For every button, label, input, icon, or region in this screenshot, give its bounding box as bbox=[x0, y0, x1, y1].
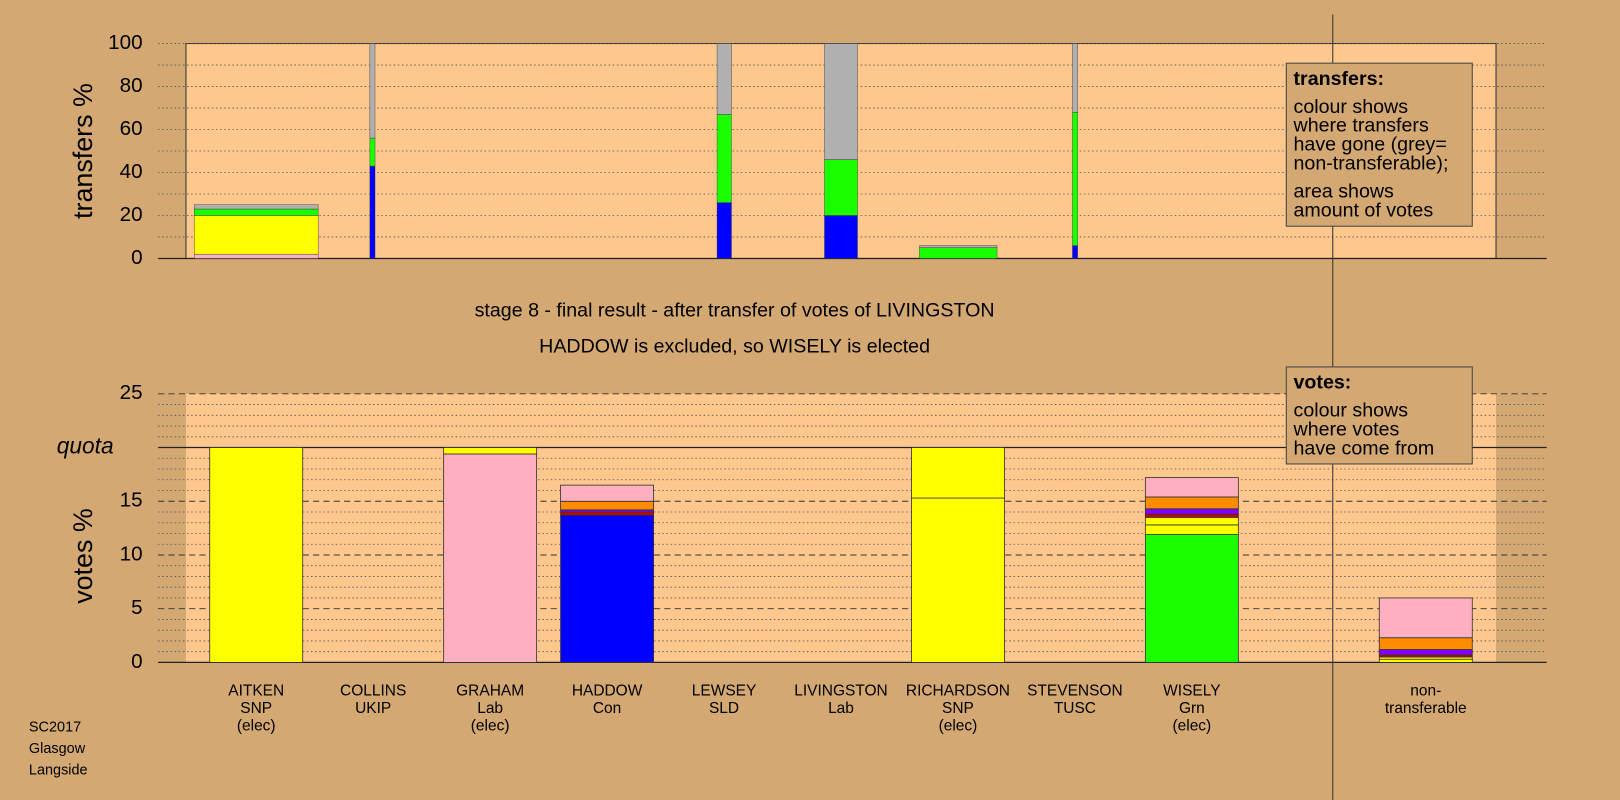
bar-segment bbox=[1144, 513, 1239, 518]
x-tick-label: RICHARDSON bbox=[906, 682, 1010, 699]
bar-segment bbox=[1378, 658, 1473, 663]
footer-text: Glasgow bbox=[29, 741, 86, 757]
x-tick-label: WISELY bbox=[1163, 682, 1220, 699]
footer-text: SC2017 bbox=[29, 719, 81, 735]
y-tick-label: 80 bbox=[120, 74, 143, 97]
legend-text: amount of votes bbox=[1294, 200, 1434, 222]
bar-segment bbox=[824, 215, 858, 259]
x-tick-label: (elec) bbox=[471, 718, 510, 735]
bar-segment bbox=[560, 500, 654, 511]
y-tick-label: 60 bbox=[120, 117, 143, 140]
bar-segment bbox=[716, 202, 732, 259]
bar-segment bbox=[911, 497, 1005, 663]
x-tick-label: Lab bbox=[477, 700, 503, 717]
legend-title: transfers: bbox=[1294, 68, 1385, 90]
bar-segment bbox=[194, 215, 319, 255]
y-axis-label: votes % bbox=[68, 508, 98, 604]
bar-segment bbox=[1378, 597, 1473, 639]
bar-segment bbox=[1144, 534, 1239, 663]
bar-segment bbox=[1072, 43, 1078, 113]
x-tick-label: Grn bbox=[1179, 700, 1205, 717]
legend-text: colour shows bbox=[1294, 400, 1409, 422]
bar-segment bbox=[560, 511, 654, 516]
bar-segment bbox=[1144, 477, 1239, 498]
x-tick-label: LIVINGSTON bbox=[794, 682, 888, 699]
x-tick-label: STEVENSON bbox=[1027, 682, 1123, 699]
x-tick-label: (elec) bbox=[1172, 718, 1211, 735]
y-tick-label: 15 bbox=[120, 489, 143, 512]
bar-segment bbox=[824, 159, 858, 216]
x-tick-label: SNP bbox=[240, 700, 272, 717]
legend-text: area shows bbox=[1294, 181, 1395, 203]
x-tick-label: (elec) bbox=[237, 718, 276, 735]
legend-box bbox=[1285, 62, 1473, 227]
x-tick-label: non- bbox=[1410, 682, 1441, 699]
legend-text: have come from bbox=[1294, 437, 1435, 459]
bar-segment bbox=[1144, 508, 1239, 515]
bar-segment bbox=[824, 43, 858, 160]
bar-segment bbox=[194, 204, 319, 210]
chart-subtitle: HADDOW is excluded, so WISELY is elected bbox=[539, 335, 930, 357]
bar-segment bbox=[919, 245, 998, 248]
x-tick-label: SNP bbox=[942, 700, 974, 717]
bar-segment bbox=[369, 137, 376, 167]
bar-segment bbox=[560, 484, 654, 502]
x-tick-label: AITKEN bbox=[228, 682, 284, 699]
bar-segment bbox=[1072, 112, 1078, 246]
y-tick-label: 20 bbox=[120, 203, 143, 226]
legend-text: where votes bbox=[1293, 418, 1400, 440]
y-tick-label: 40 bbox=[120, 160, 143, 183]
y-tick-label: 5 bbox=[131, 596, 143, 619]
bar-segment bbox=[194, 253, 319, 259]
bar-segment bbox=[209, 447, 304, 663]
bar-segment bbox=[919, 247, 998, 259]
x-tick-label: (elec) bbox=[939, 718, 978, 735]
x-tick-label: transferable bbox=[1385, 700, 1467, 717]
y-axis-label: transfers % bbox=[68, 83, 98, 219]
legend-title: votes: bbox=[1294, 372, 1352, 394]
bar-segment bbox=[443, 447, 538, 455]
legend-text: non-transferable); bbox=[1294, 153, 1449, 175]
bar-segment bbox=[1072, 245, 1078, 259]
x-tick-label: UKIP bbox=[355, 700, 391, 717]
y-tick-label: 0 bbox=[131, 650, 143, 673]
y-tick-label: 10 bbox=[120, 542, 143, 565]
x-tick-label: Lab bbox=[828, 700, 854, 717]
x-tick-label: SLD bbox=[709, 700, 739, 717]
bar-segment bbox=[443, 453, 538, 663]
chart-title: stage 8 - final result - after transfer … bbox=[475, 299, 995, 321]
bar-segment bbox=[369, 165, 376, 259]
legend-text: where transfers bbox=[1293, 115, 1429, 137]
bar-segment bbox=[1144, 516, 1239, 526]
plot-area-bottom bbox=[185, 393, 1497, 663]
bar-segment bbox=[194, 208, 319, 216]
y-tick-label: quota bbox=[57, 433, 114, 459]
legend-box bbox=[1285, 366, 1473, 465]
footer-text: Langside bbox=[29, 763, 88, 779]
bar-segment bbox=[1144, 524, 1239, 535]
x-tick-label: TUSC bbox=[1054, 700, 1096, 717]
y-tick-label: 100 bbox=[108, 31, 142, 54]
bar-segment bbox=[911, 447, 1005, 499]
bar-segment bbox=[716, 114, 732, 203]
y-tick-label: 0 bbox=[131, 246, 143, 269]
x-tick-label: LEWSEY bbox=[692, 682, 757, 699]
x-tick-label: HADDOW bbox=[572, 682, 643, 699]
x-tick-label: COLLINS bbox=[340, 682, 406, 699]
x-tick-label: GRAHAM bbox=[456, 682, 524, 699]
bar-segment bbox=[1144, 496, 1239, 510]
legend-text: have gone (grey= bbox=[1294, 134, 1447, 156]
legend-text: colour shows bbox=[1294, 96, 1409, 118]
x-tick-label: Con bbox=[593, 700, 621, 717]
bar-segment bbox=[1378, 649, 1473, 656]
y-tick-label: 25 bbox=[120, 381, 143, 404]
bar-segment bbox=[716, 43, 732, 115]
bar-segment bbox=[369, 43, 376, 139]
bar-segment bbox=[1378, 637, 1473, 650]
bar-segment bbox=[560, 514, 654, 663]
